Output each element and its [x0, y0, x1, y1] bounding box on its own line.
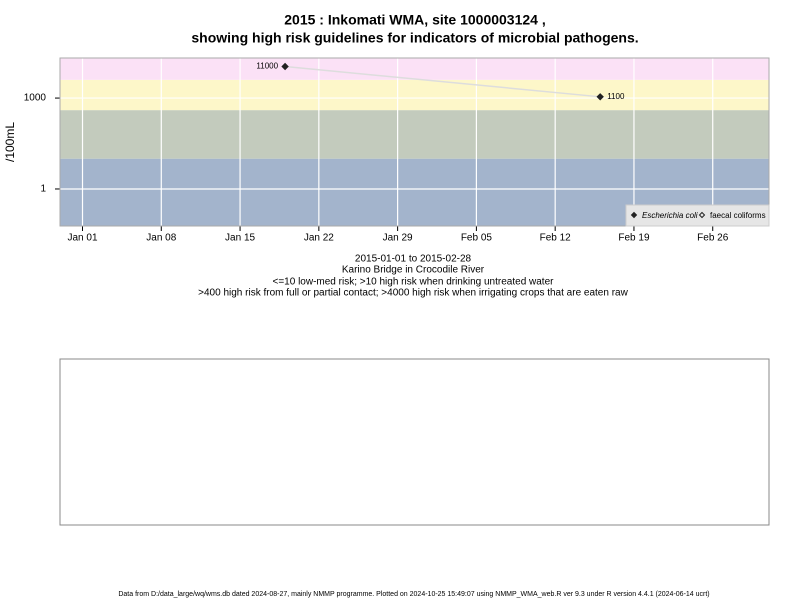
legend-label: faecal coliforms — [710, 211, 766, 220]
x-tick-label: Jan 15 — [225, 233, 255, 244]
x-tick-label: Feb 12 — [540, 233, 572, 244]
footer: Data from D:/data_large/wq/wms.db dated … — [118, 591, 709, 598]
subtitle: <=10 low-med risk; >10 high risk when dr… — [273, 277, 555, 288]
legend-marker — [698, 211, 706, 219]
x-tick-label: Jan 22 — [304, 233, 334, 244]
x-tick-label: Jan 08 — [146, 233, 176, 244]
chart-title: showing high risk guidelines for indicat… — [191, 30, 638, 46]
empty-panel — [59, 358, 770, 526]
legend-marker — [630, 211, 638, 219]
y-axis-label: /100mL — [3, 122, 17, 162]
x-tick-label: Feb 05 — [461, 233, 493, 244]
x-tick-label: Jan 29 — [383, 233, 413, 244]
data-label: 1100 — [607, 92, 625, 101]
risk-band — [60, 58, 769, 80]
subtitle: >400 high risk from full or partial cont… — [198, 288, 628, 299]
legend-label: Escherichia coli — [642, 211, 698, 220]
series-line — [285, 65, 601, 98]
y-tick-label: 1 — [40, 184, 46, 195]
subtitle: Karino Bridge in Crocodile River — [342, 265, 485, 276]
plot-frame — [59, 57, 770, 227]
risk-band — [60, 110, 769, 159]
x-tick-label: Feb 26 — [697, 233, 729, 244]
x-tick-label: Jan 01 — [67, 233, 97, 244]
subtitle: 2015-01-01 to 2015-02-28 — [355, 254, 472, 265]
data-point — [281, 62, 289, 71]
x-tick-label: Feb 19 — [618, 233, 650, 244]
data-point — [596, 93, 604, 101]
chart-title: 2015 : Inkomati WMA, site 1000003124 , — [284, 12, 545, 28]
legend-box — [625, 204, 770, 227]
y-tick-label: 1000 — [24, 93, 47, 104]
data-label: 11000 — [256, 62, 278, 71]
risk-band — [60, 79, 769, 111]
